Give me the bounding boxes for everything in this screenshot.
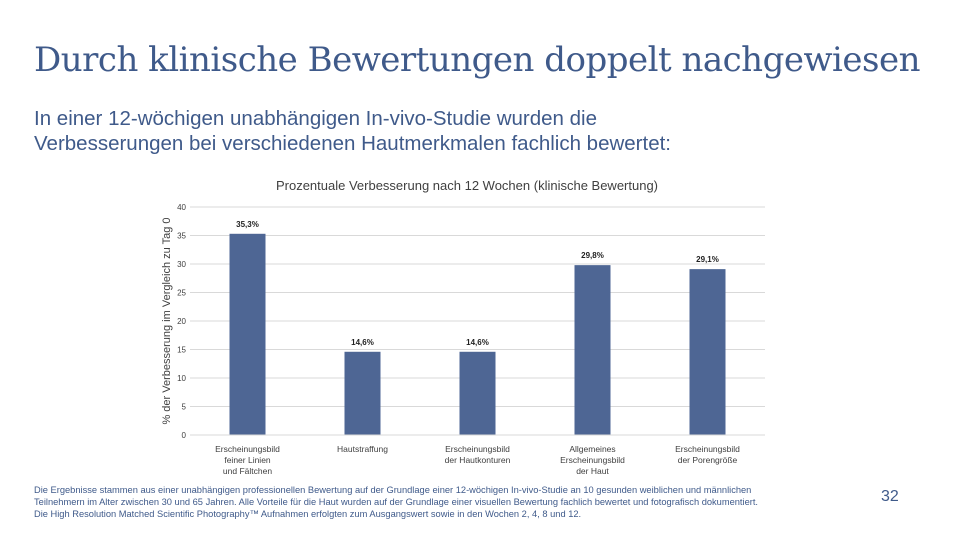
y-axis-label: % der Verbesserung im Vergleich zu Tag 0: [161, 217, 173, 424]
subtitle-line: In einer 12-wöchigen unabhängigen In-viv…: [34, 107, 597, 130]
subtitle-line: Verbesserungen bei verschiedenen Hautmer…: [34, 132, 672, 155]
x-tick-label: Erscheinungsbild: [560, 455, 625, 465]
data-label: 14,6%: [351, 338, 374, 347]
x-tick-label: Erscheinungsbild: [675, 444, 740, 454]
y-tick-label: 25: [177, 289, 186, 298]
footnote: Die Ergebnisse stammen aus einer unabhän…: [34, 484, 874, 520]
data-label: 29,1%: [696, 255, 719, 264]
data-label: 35,3%: [236, 220, 259, 229]
footnote-line: Die Ergebnisse stammen aus einer unabhän…: [34, 485, 752, 495]
y-tick-label: 20: [177, 317, 186, 326]
bar: [574, 265, 611, 435]
bar: [459, 351, 496, 435]
page-number: 32: [881, 488, 899, 505]
slide-subtitle: In einer 12-wöchigen unabhängigen In-viv…: [34, 106, 894, 156]
slide-title: Durch klinische Bewertungen doppelt nach…: [34, 40, 921, 80]
x-tick-label: der Porengröße: [678, 455, 738, 465]
bar: [229, 233, 266, 435]
data-label: 29,8%: [581, 251, 604, 260]
x-tick-label: Erscheinungsbild: [445, 444, 510, 454]
bar: [689, 269, 726, 435]
bar-chart: Prozentuale Verbesserung nach 12 Wochen …: [161, 178, 765, 476]
y-tick-label: 15: [177, 346, 186, 355]
data-label: 14,6%: [466, 338, 489, 347]
footnote-line: Teilnehmern im Alter zwischen 30 und 65 …: [34, 497, 759, 507]
x-tick-label: Allgemeines: [569, 444, 615, 454]
x-tick-label: feiner Linien: [224, 455, 271, 465]
x-tick-label: der Hautkonturen: [445, 455, 511, 465]
x-tick-label: Hautstraffung: [337, 444, 388, 454]
x-tick-label: und Fältchen: [223, 466, 272, 476]
x-tick-label: der Haut: [576, 466, 609, 476]
y-tick-label: 10: [177, 374, 186, 383]
chart-title: Prozentuale Verbesserung nach 12 Wochen …: [276, 178, 658, 193]
bar: [344, 351, 381, 435]
footnote-line: Die High Resolution Matched Scientific P…: [34, 509, 582, 519]
y-tick-label: 0: [182, 431, 187, 440]
y-tick-label: 5: [182, 403, 187, 412]
y-tick-label: 40: [177, 203, 186, 212]
y-tick-label: 30: [177, 260, 186, 269]
y-tick-label: 35: [177, 232, 186, 241]
x-tick-label: Erscheinungsbild: [215, 444, 280, 454]
